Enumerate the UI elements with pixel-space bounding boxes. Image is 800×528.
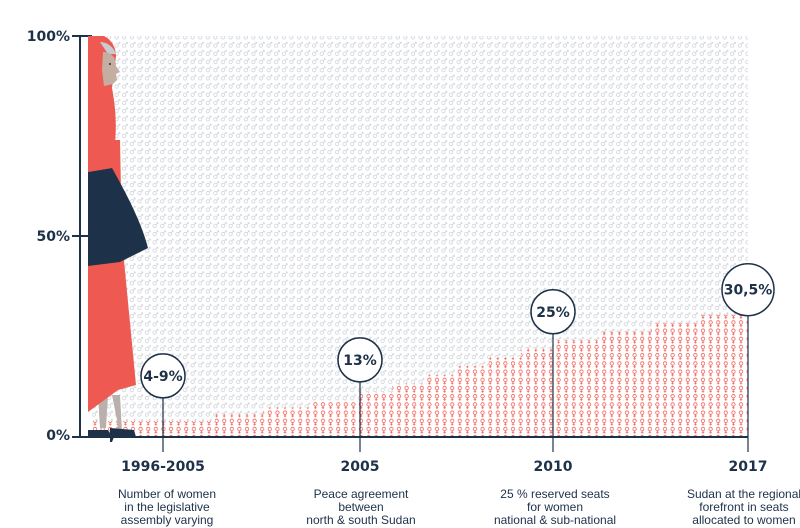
value-label-0: 4-9% — [143, 369, 182, 385]
female-step-11 — [601, 331, 651, 437]
female-step-7 — [456, 366, 490, 437]
female-step-13 — [699, 314, 749, 437]
x-label-3: 2017 — [729, 459, 768, 475]
x-label-0: 1996-2005 — [121, 459, 205, 475]
description-1996-2005: Number of women in the legislative assem… — [117, 487, 217, 527]
value-label-2: 25% — [536, 305, 570, 321]
x-label-1: 2005 — [341, 459, 380, 475]
woman-in-hijab-illustration — [88, 36, 148, 442]
female-step-4 — [360, 392, 393, 437]
female-step-10 — [553, 340, 603, 437]
female-step-3 — [311, 400, 361, 437]
value-label-3: 30,5% — [724, 283, 773, 299]
value-bubble-0 — [140, 353, 186, 399]
value-bubble-2 — [530, 289, 576, 335]
description-2017: Sudan at the regional forefront in seats… — [686, 487, 800, 527]
female-step-8 — [488, 357, 522, 437]
ytick-50: 50% — [36, 229, 70, 245]
female-step-2 — [263, 407, 313, 437]
female-step-12 — [650, 323, 700, 437]
callouts: 4-9% 1996-2005 13% 2005 25% 2010 30,5% 2017 — [121, 262, 775, 475]
ytick-100: 100% — [27, 29, 70, 45]
female-step-5 — [392, 383, 425, 437]
value-label-1: 13% — [343, 353, 377, 369]
value-bubble-3 — [721, 262, 775, 317]
description-2005: Peace agreement between north & south Su… — [306, 487, 416, 527]
female-symbol-area — [92, 314, 749, 437]
x-label-2: 2010 — [534, 459, 573, 475]
description-2010: 25 % reserved seats for women national &… — [493, 487, 617, 527]
value-bubble-1 — [337, 337, 383, 383]
ytick-0: 0% — [46, 428, 70, 444]
female-step-6 — [424, 374, 457, 437]
female-step-1 — [215, 414, 264, 437]
female-step-9 — [520, 348, 554, 437]
